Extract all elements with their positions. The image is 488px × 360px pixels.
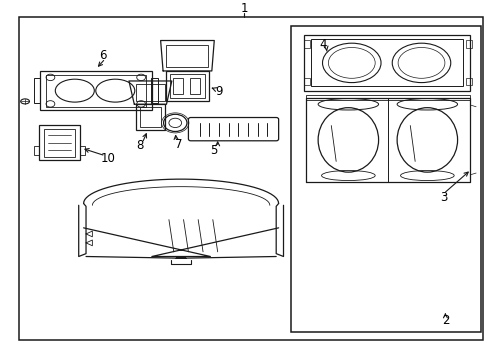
Text: 9: 9 [215,85,223,98]
Bar [465,78,471,85]
Bar [80,146,85,155]
Bar [165,71,209,102]
Bar [311,40,462,86]
Text: 6: 6 [99,49,106,62]
Bar [166,45,208,67]
Bar [465,40,471,48]
Bar [304,35,469,91]
Bar [306,95,469,100]
Text: 3: 3 [439,191,446,204]
Bar [136,104,164,130]
Text: 5: 5 [210,144,218,157]
Bar [169,74,204,98]
Text: 10: 10 [101,152,115,165]
Bar [39,125,80,161]
Bar [304,78,310,85]
Bar [140,107,160,127]
Text: 8: 8 [136,139,143,152]
Text: 2: 2 [441,314,448,327]
Bar [40,71,152,111]
Bar [45,75,146,107]
Bar [34,146,39,155]
Text: 4: 4 [319,38,326,51]
Bar [151,78,158,103]
Bar [290,26,480,332]
Bar [172,78,182,94]
Bar [43,129,75,157]
Bar [136,84,164,102]
Text: 7: 7 [175,138,182,151]
Bar [304,40,310,48]
Bar [34,78,40,103]
Bar [189,78,199,94]
Text: 1: 1 [240,3,248,15]
